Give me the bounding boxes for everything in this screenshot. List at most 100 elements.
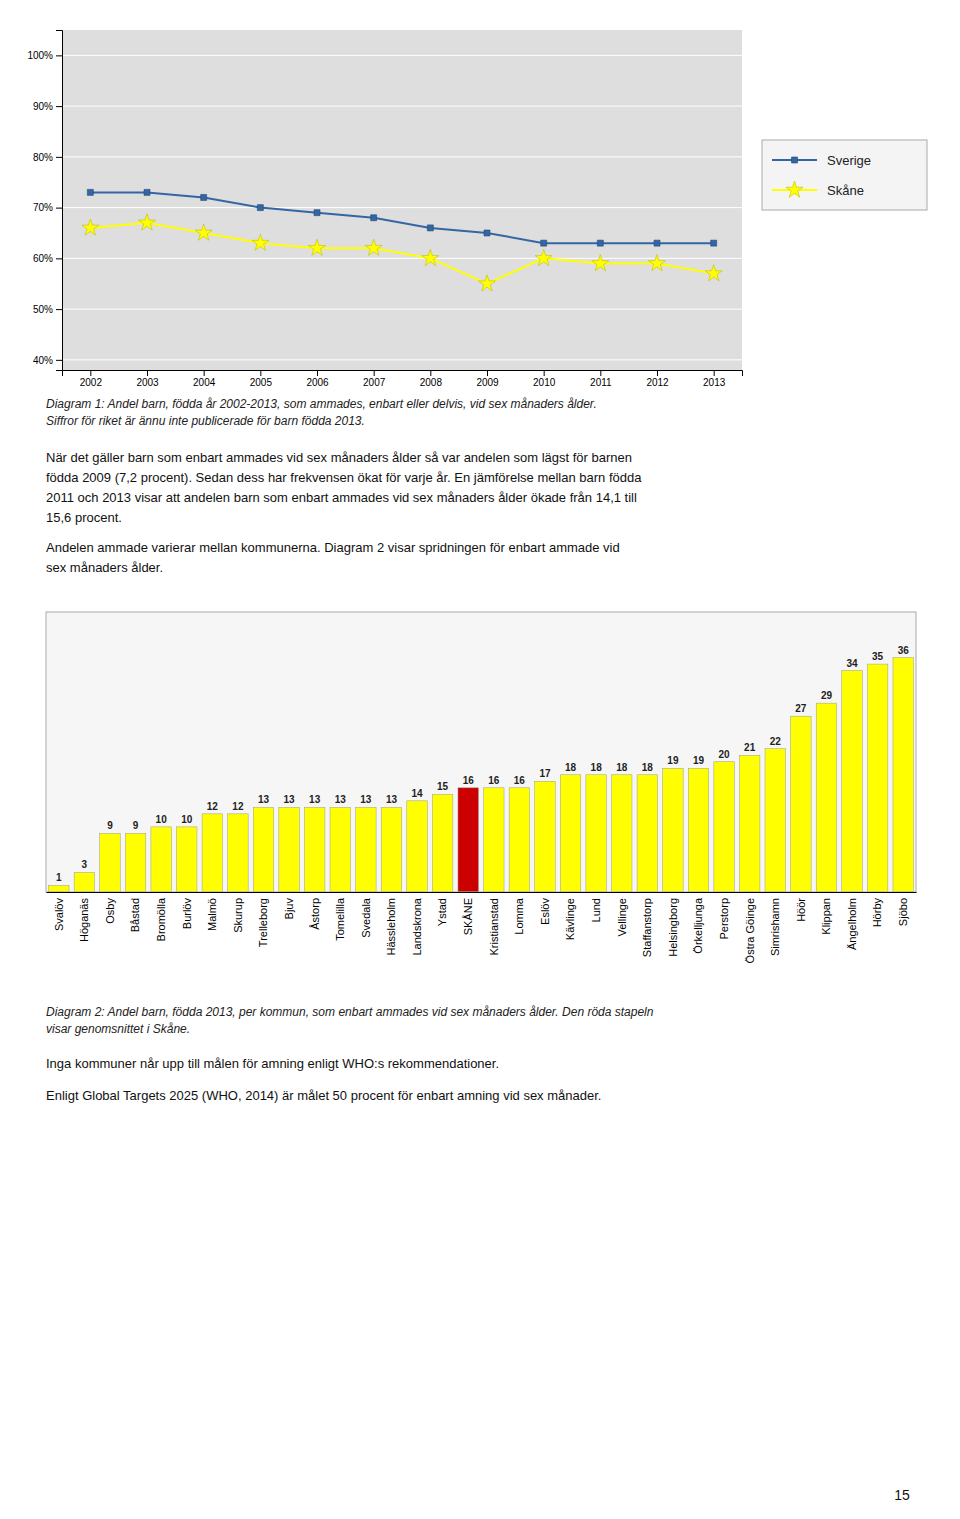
tick: 2009 <box>476 370 499 388</box>
tick: 90% <box>33 101 62 112</box>
legend-swatch-marker <box>786 181 803 197</box>
series-marker <box>427 225 433 231</box>
tick: Kävlinge <box>564 898 576 940</box>
series-marker <box>82 219 99 235</box>
data-label: 20 <box>719 749 731 760</box>
tick: 60% <box>33 253 62 264</box>
bar <box>432 794 452 892</box>
tick-label: Malmö <box>206 898 218 931</box>
tick-label: Hörby <box>871 898 883 928</box>
tick-label: Helsingborg <box>667 898 679 957</box>
bar <box>458 788 478 892</box>
tick-label: 2009 <box>476 377 499 388</box>
tick: Klippan <box>820 898 832 935</box>
bar <box>279 807 299 892</box>
paragraph-line: sex månaders ålder. <box>46 560 163 575</box>
tick: Åstorp <box>309 898 321 930</box>
bar <box>816 703 836 892</box>
tick: 100% <box>27 50 62 61</box>
tick: Skurup <box>232 898 244 933</box>
bar <box>125 833 145 892</box>
tick-mark <box>90 370 91 376</box>
tick-label: Höör <box>795 898 807 922</box>
bar <box>356 807 376 892</box>
tick: 2002 <box>80 370 103 388</box>
data-label: 16 <box>488 775 500 786</box>
data-label: 10 <box>181 814 193 825</box>
tick-label: Bromölla <box>155 897 167 941</box>
data-labels: 1399101012121313131313131415161616171818… <box>56 645 909 884</box>
tick-label: Kristianstad <box>488 898 500 955</box>
data-label: 13 <box>386 794 398 805</box>
tick-label: Perstorp <box>718 898 730 940</box>
bar <box>739 755 759 892</box>
tick: 2004 <box>193 370 216 388</box>
axis-domain <box>47 892 917 893</box>
bar <box>484 788 504 892</box>
plot-background <box>62 30 742 370</box>
series-marker <box>314 210 320 216</box>
tick: 50% <box>33 304 62 315</box>
tick-label: 2006 <box>306 377 329 388</box>
bar <box>407 801 427 892</box>
bar <box>663 768 683 892</box>
legend-label: Skåne <box>827 183 864 198</box>
bar <box>304 807 324 892</box>
caption: Diagram 2: Andel barn, födda 2013, per k… <box>46 1005 654 1019</box>
tick: Osby <box>104 898 116 924</box>
bar <box>151 827 171 892</box>
tick: Eslöv <box>539 898 551 925</box>
paragraph-line: födda 2009 (7,2 procent). Sedan dess har… <box>46 470 642 485</box>
data-label: 13 <box>258 794 270 805</box>
bar <box>202 814 222 892</box>
paragraph-line: Enligt Global Targets 2025 (WHO, 2014) ä… <box>46 1088 601 1103</box>
grid <box>62 55 742 359</box>
data-label: 18 <box>642 762 654 773</box>
tick: 2013 <box>703 370 726 388</box>
data-label: 14 <box>411 788 423 799</box>
tick: Lund <box>590 898 602 922</box>
series-marker <box>541 240 547 246</box>
tick: Bromölla <box>155 897 167 941</box>
tick: Svalöv <box>53 898 65 932</box>
tick: 2003 <box>136 370 159 388</box>
tick-label: Staffanstorp <box>641 898 653 957</box>
data-label: 15 <box>437 781 449 792</box>
data-label: 9 <box>133 820 139 831</box>
series-marker <box>257 205 263 211</box>
tick-label: 90% <box>33 101 53 112</box>
data-label: 22 <box>770 736 782 747</box>
grid-line <box>62 106 742 107</box>
tick: Malmö <box>206 898 218 931</box>
grid-line <box>62 55 742 56</box>
tick-label: Osby <box>104 898 116 924</box>
tick-label: 100% <box>27 50 53 61</box>
data-label: 13 <box>284 794 296 805</box>
bar <box>791 716 811 892</box>
series-marker <box>144 189 150 195</box>
series-marker <box>654 240 660 246</box>
tick-label: 2007 <box>363 377 386 388</box>
series-marker <box>422 249 439 265</box>
series-marker <box>365 239 382 255</box>
tick: Sjöbo <box>897 898 909 926</box>
legend-box <box>762 140 927 210</box>
tick: 2010 <box>533 370 556 388</box>
tick-label: 40% <box>33 355 53 366</box>
tick-label: Båstad <box>129 898 141 932</box>
tick-label: Lund <box>590 898 602 922</box>
series-marker <box>87 189 93 195</box>
bar <box>100 833 120 892</box>
tick-mark <box>204 370 205 376</box>
tick-label: Åstorp <box>309 898 321 930</box>
x-axis: 2002200320042005200620072008200920102011… <box>63 370 743 388</box>
series-marker <box>711 240 717 246</box>
grid-line <box>62 156 742 157</box>
tick-label: Simrishamn <box>769 898 781 956</box>
bar <box>74 872 94 892</box>
tick-label: Lomma <box>513 897 525 935</box>
series-line <box>90 192 713 243</box>
tick-mark <box>56 208 62 209</box>
tick-mark <box>657 370 658 376</box>
tick: Ängelholm <box>846 898 858 950</box>
